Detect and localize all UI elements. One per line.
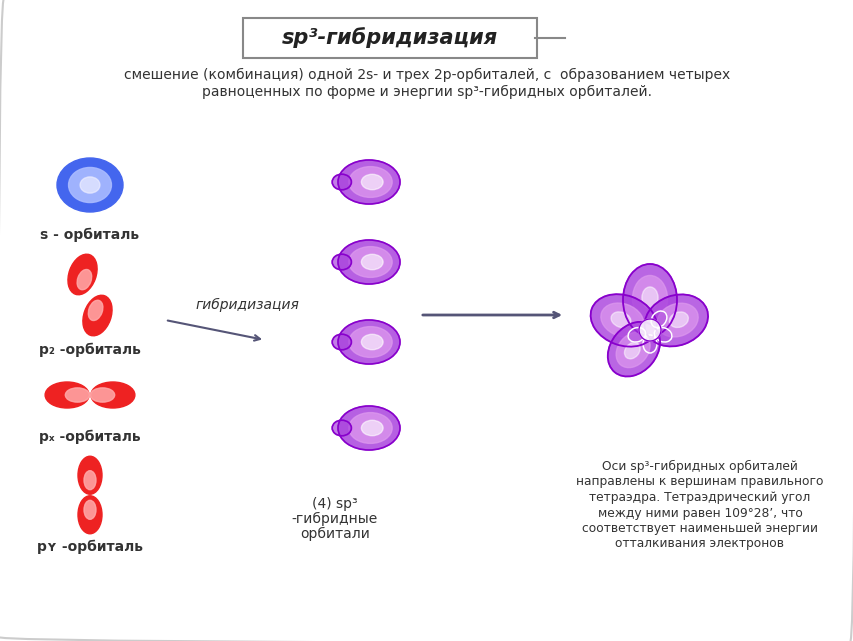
Ellipse shape [84, 470, 96, 490]
Ellipse shape [632, 276, 667, 322]
Text: направлены к вершинам правильного: направлены к вершинам правильного [576, 476, 823, 488]
Ellipse shape [77, 269, 91, 290]
Ellipse shape [615, 332, 649, 368]
Ellipse shape [338, 320, 399, 364]
Ellipse shape [332, 174, 351, 190]
Text: орбитали: орбитали [299, 527, 369, 541]
Text: равноценных по форме и энергии sp³-гибридных орбиталей.: равноценных по форме и энергии sp³-гибри… [202, 85, 651, 99]
Text: Оси sp³-гибридных орбиталей: Оси sp³-гибридных орбиталей [601, 460, 797, 473]
Ellipse shape [338, 406, 399, 450]
Text: гибридизация: гибридизация [194, 298, 299, 312]
Ellipse shape [45, 382, 89, 408]
Ellipse shape [57, 158, 123, 212]
Ellipse shape [68, 167, 112, 203]
Text: pₓ -орбиталь: pₓ -орбиталь [39, 430, 141, 444]
Ellipse shape [669, 312, 688, 328]
Ellipse shape [65, 388, 90, 402]
Ellipse shape [332, 334, 351, 350]
Ellipse shape [90, 382, 135, 408]
FancyBboxPatch shape [243, 18, 537, 58]
Ellipse shape [638, 319, 660, 341]
Ellipse shape [348, 167, 392, 197]
Ellipse shape [611, 312, 630, 328]
Ellipse shape [68, 254, 97, 295]
Ellipse shape [332, 420, 351, 436]
Ellipse shape [332, 254, 351, 270]
Ellipse shape [78, 495, 102, 534]
Ellipse shape [641, 287, 658, 308]
Text: p₂ -орбиталь: p₂ -орбиталь [39, 343, 141, 357]
Ellipse shape [656, 303, 698, 337]
Ellipse shape [80, 177, 100, 193]
Text: между ними равен 109°28’, что: между ними равен 109°28’, что [597, 506, 802, 519]
Text: соответствует наименьшей энергии: соответствует наименьшей энергии [581, 522, 817, 535]
Ellipse shape [653, 328, 671, 342]
Ellipse shape [601, 303, 643, 337]
Ellipse shape [338, 240, 399, 284]
Ellipse shape [78, 456, 102, 494]
Text: смешение (комбинация) одной 2s- и трех 2p-орбиталей, с  образованием четырех: смешение (комбинация) одной 2s- и трех 2… [124, 68, 729, 82]
Ellipse shape [642, 335, 656, 353]
Text: pʏ -орбиталь: pʏ -орбиталь [37, 540, 142, 554]
Ellipse shape [83, 296, 112, 336]
Ellipse shape [644, 294, 707, 346]
Ellipse shape [623, 264, 676, 336]
Ellipse shape [90, 388, 114, 402]
Ellipse shape [348, 247, 392, 278]
Ellipse shape [361, 174, 383, 190]
Ellipse shape [624, 342, 640, 359]
Ellipse shape [361, 254, 383, 270]
Text: отталкивания электронов: отталкивания электронов [615, 538, 784, 551]
Ellipse shape [348, 327, 392, 358]
Text: тетраэдра. Тетраэдрический угол: тетраэдра. Тетраэдрический угол [589, 491, 809, 504]
Ellipse shape [361, 335, 383, 350]
Ellipse shape [88, 300, 102, 320]
Ellipse shape [590, 294, 656, 347]
Ellipse shape [348, 413, 392, 444]
Text: s - орбиталь: s - орбиталь [40, 228, 139, 242]
Ellipse shape [338, 160, 399, 204]
Text: -гибридные: -гибридные [292, 512, 378, 526]
Text: (4) sp³: (4) sp³ [312, 497, 357, 511]
Text: sp³-гибридизация: sp³-гибридизация [281, 28, 497, 49]
Ellipse shape [84, 501, 96, 519]
Ellipse shape [607, 322, 659, 376]
Ellipse shape [650, 311, 666, 328]
Ellipse shape [361, 420, 383, 436]
Ellipse shape [627, 328, 645, 342]
